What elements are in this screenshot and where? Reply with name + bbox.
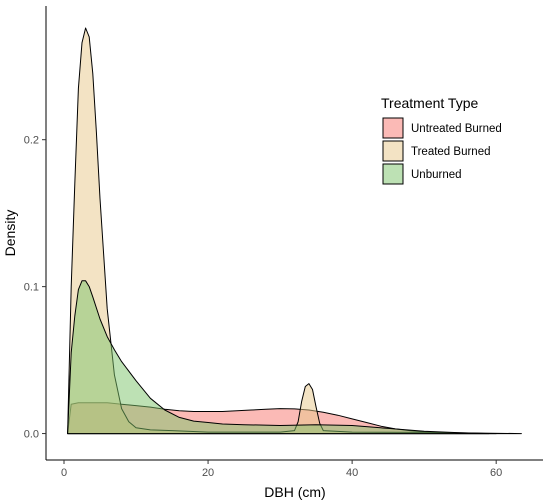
legend-entries: Untreated Burned Treated Burned Unburned [382,117,502,185]
legend-label: Unburned [411,169,462,181]
y-axis-title: Density [2,210,18,257]
legend-key-unburned [382,163,404,185]
legend-key-untreated-burned [382,117,404,139]
x-axis-title: DBH (cm) [264,484,325,500]
x-tick-label: 40 [346,467,358,479]
x-tick-label: 0 [61,467,67,479]
y-tick-label: 0.0 [24,429,39,441]
legend: Treatment Type Untreated Burned Treated B… [381,95,502,185]
y-tick-label: 0.1 [24,282,39,294]
x-tick-label: 20 [202,467,214,479]
legend-title: Treatment Type [381,95,478,111]
legend-label: Untreated Burned [411,123,502,135]
x-tick-label: 60 [490,467,502,479]
legend-label: Treated Burned [411,146,490,158]
density-areas [67,27,522,435]
axes [45,6,543,461]
tick-marks: 0 20 40 60 0.0 0.1 0.2 [24,135,503,479]
density-area-treated-burned [67,27,522,435]
density-area-unburned [67,280,490,435]
y-tick-label: 0.2 [24,135,39,147]
legend-key-treated-burned [382,140,404,162]
